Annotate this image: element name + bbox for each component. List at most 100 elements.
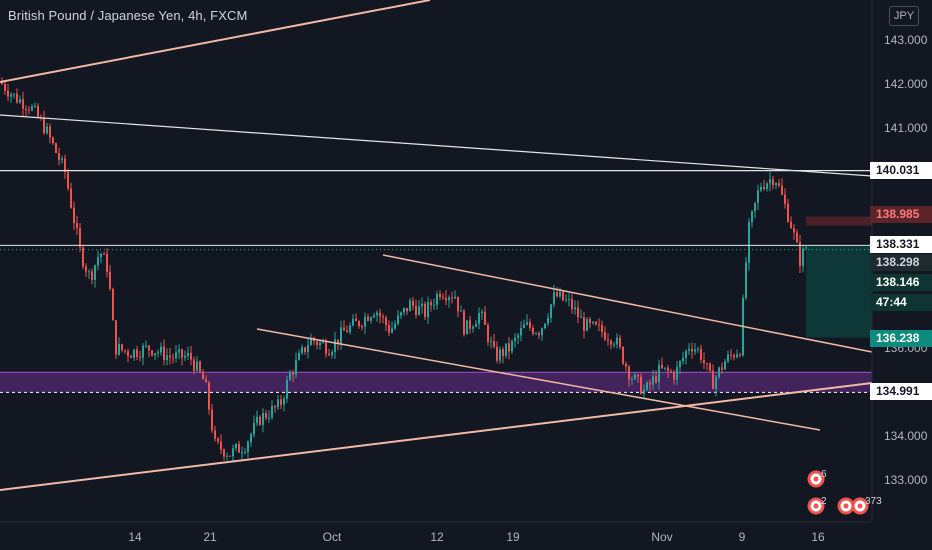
candle-body [247, 441, 249, 453]
candle-body [586, 319, 588, 331]
y-tick-label: 142.000 [884, 77, 928, 91]
candle-body [670, 371, 672, 373]
candle-body [556, 292, 558, 297]
candle-body [358, 321, 360, 327]
candle-body [376, 312, 378, 316]
candles [1, 77, 807, 461]
candle-body [793, 228, 795, 233]
candle-body [139, 356, 141, 358]
candle-body [46, 126, 48, 134]
candle-body [187, 352, 189, 356]
candle-body [433, 304, 435, 306]
candle-body [286, 379, 288, 399]
candle-body [205, 379, 207, 383]
candle-body [631, 378, 633, 380]
channel-upper [382, 254, 873, 353]
candle-body [580, 316, 582, 318]
candle-body [151, 350, 153, 356]
candle-body [364, 316, 366, 327]
candle-body [604, 332, 606, 340]
countdown-badge: 47:44 [870, 294, 932, 311]
x-tick-label: 14 [128, 530, 142, 544]
candle-body [373, 315, 375, 318]
candle-body [412, 300, 414, 306]
candle-body [709, 363, 711, 371]
candle-body [748, 222, 750, 263]
candle-body [547, 317, 549, 324]
rising-support-line [0, 382, 873, 491]
candle-body [67, 172, 69, 189]
markers[interactable]: 6 2 373 [807, 469, 882, 515]
candle-body [574, 307, 576, 310]
candle-body [634, 374, 636, 379]
candle-body [643, 389, 645, 394]
candle-body [769, 179, 771, 184]
candle-body [319, 342, 321, 346]
x-tick-label: Nov [651, 530, 672, 544]
candle-body [133, 349, 135, 358]
candle-body [163, 346, 165, 361]
candle-body [775, 183, 777, 186]
candle-body [754, 202, 756, 212]
candle-body [424, 303, 426, 317]
y-tick-label: 143.000 [884, 33, 928, 47]
candle-body [106, 253, 108, 272]
candle-body [463, 310, 465, 335]
price-badge-138985: 138.985 [870, 206, 932, 223]
candle-body [160, 346, 162, 353]
candle-body [115, 320, 117, 355]
candle-body [229, 455, 231, 457]
candle-body [457, 296, 459, 312]
candle-body [289, 372, 291, 380]
candle-body [142, 345, 144, 358]
candle-body [733, 355, 735, 358]
candle-body [598, 324, 600, 326]
candle-body [82, 247, 84, 267]
candle-body [202, 371, 204, 380]
candle-body [511, 341, 513, 352]
candle-body [355, 318, 357, 322]
candle-body [154, 353, 156, 356]
candle-body [283, 398, 285, 405]
candle-body [730, 354, 732, 356]
candle-body [760, 186, 762, 191]
candle-body [79, 228, 81, 248]
candle-body [625, 363, 627, 367]
candle-body [607, 339, 609, 341]
event-marker-count: 373 [865, 496, 882, 507]
currency-button[interactable]: JPY [889, 6, 919, 26]
candle-body [622, 346, 624, 364]
candle-body [394, 323, 396, 329]
candle-body [292, 372, 294, 375]
candle-body [277, 399, 279, 408]
candle-body [649, 382, 651, 385]
candle-body [523, 324, 525, 329]
candle-body [562, 291, 564, 301]
candle-body [637, 374, 639, 377]
candle-body [472, 326, 474, 329]
candle-body [688, 348, 690, 351]
y-tick-label: 134.000 [884, 429, 928, 443]
candle-body [778, 183, 780, 186]
candle-body [280, 399, 282, 405]
candle-body [130, 355, 132, 358]
candle-body [583, 316, 585, 331]
candle-body [766, 183, 768, 189]
candle-body [514, 337, 516, 342]
candle-body [331, 351, 333, 356]
price-badge-138331: 138.331 [870, 236, 932, 253]
candle-body [421, 303, 423, 307]
candle-body [97, 257, 99, 266]
candle-body [481, 311, 483, 313]
candle-body [682, 357, 684, 362]
candle-body [301, 347, 303, 353]
candle-body [58, 152, 60, 161]
candle-body [595, 321, 597, 325]
candle-body [577, 307, 579, 318]
candle-body [235, 443, 237, 449]
candle-body [460, 310, 462, 312]
candle-body [592, 321, 594, 324]
candle-body [16, 93, 18, 103]
candle-body [172, 357, 174, 359]
